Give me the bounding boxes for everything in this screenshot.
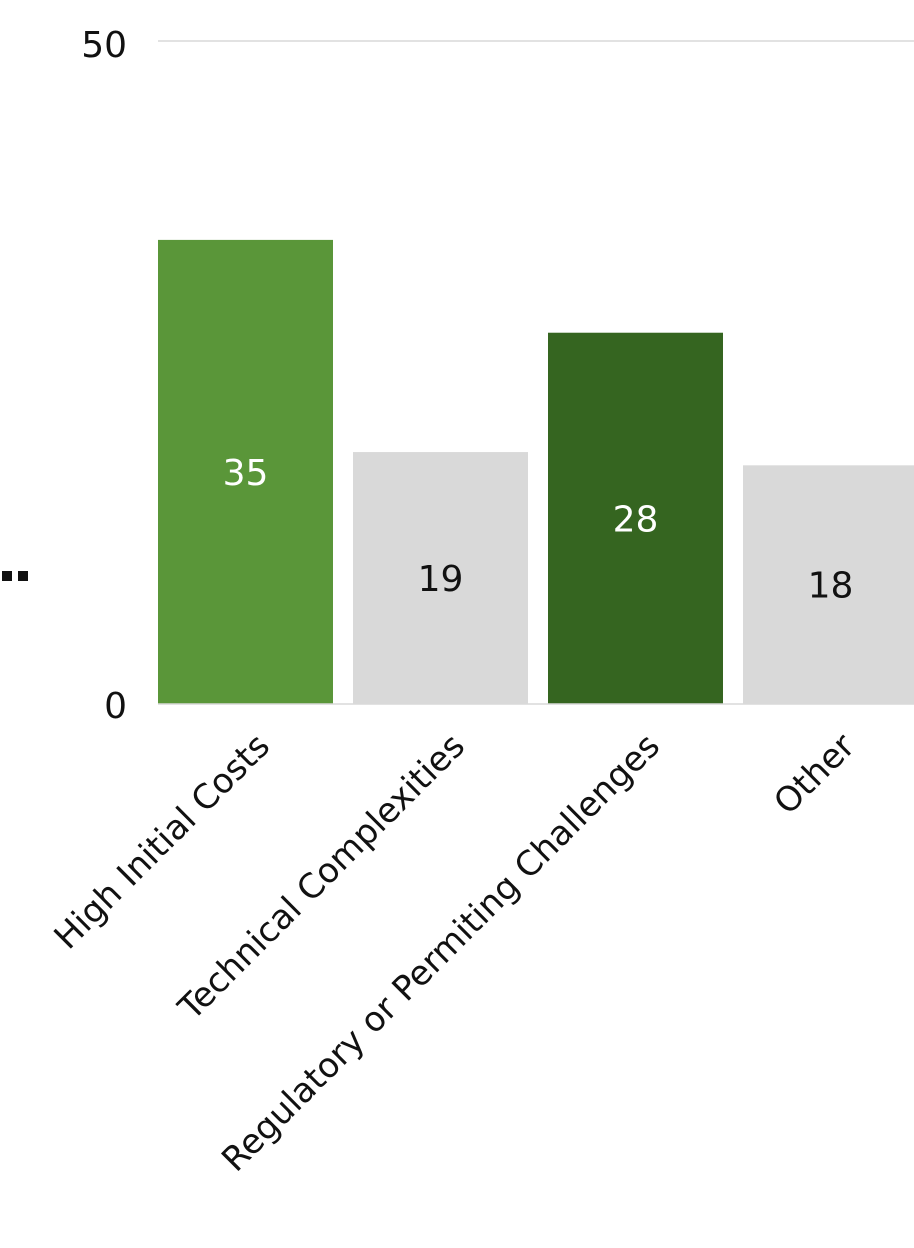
bar	[548, 332, 723, 704]
bar-value-label: 28	[613, 499, 659, 540]
bars-layer	[158, 239, 914, 704]
y-tick-max: 50	[81, 25, 127, 66]
bar-value-label: 18	[808, 566, 854, 607]
bar	[158, 239, 333, 704]
clipped-legend-marker	[2, 571, 12, 581]
bar-value-label: 35	[223, 453, 269, 494]
category-label: High Initial Costs	[47, 726, 278, 957]
y-tick-min: 0	[104, 686, 127, 727]
bar	[353, 452, 528, 704]
bar-value-label: 19	[418, 559, 464, 600]
category-label: Other	[766, 726, 863, 823]
category-label: Regulatory or Permiting Challenges	[214, 726, 668, 1180]
bar	[743, 465, 914, 704]
value-labels-layer: 35 19 28 18	[223, 453, 854, 607]
clipped-legend-marker	[18, 571, 28, 581]
